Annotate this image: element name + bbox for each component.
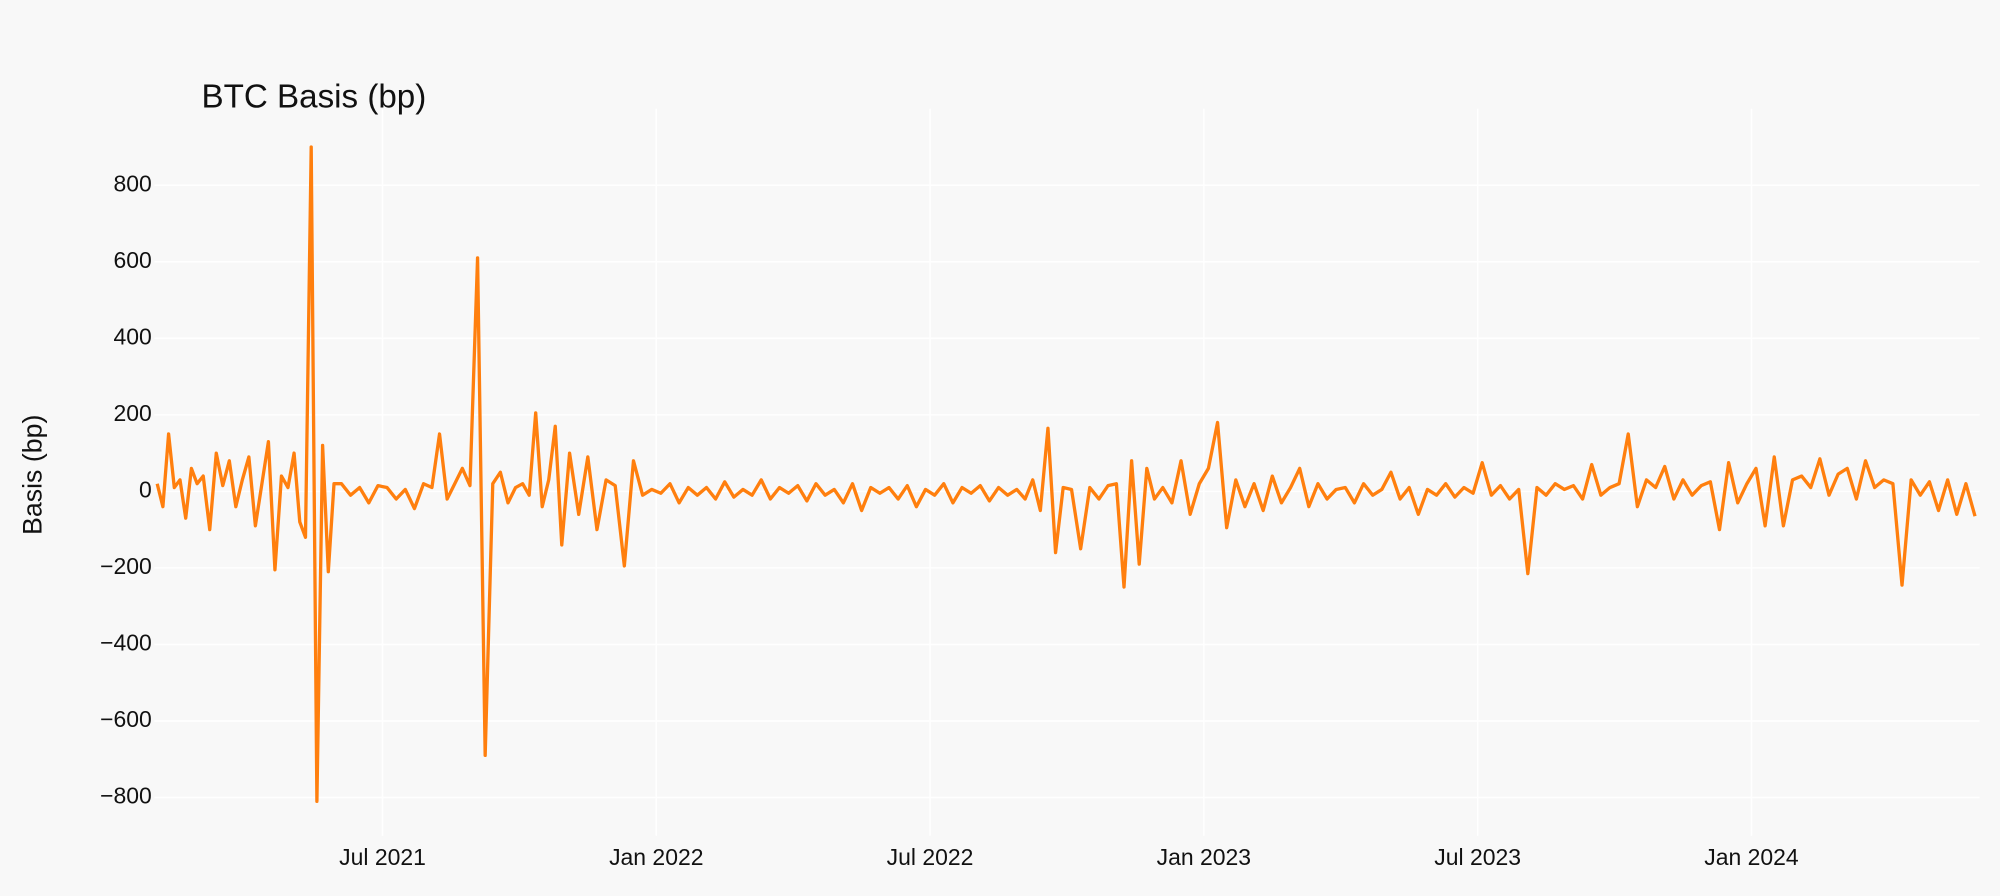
- x-tick-label: Jan 2023: [1157, 844, 1251, 870]
- axes: −800 −600 −400 −200 0 200 400 600 800 Jul 2021 Jan…: [100, 170, 1799, 869]
- y-tick-label: 0: [139, 476, 152, 502]
- y-tick-label: −800: [100, 783, 152, 809]
- y-tick-label: 400: [114, 323, 152, 349]
- y-tick-label: −600: [100, 706, 152, 732]
- y-tick-label: 600: [114, 247, 152, 273]
- y-tick-label: 200: [114, 400, 152, 426]
- y-tick-label: −200: [100, 553, 152, 579]
- x-tick-label: Jul 2023: [1434, 844, 1521, 870]
- y-axis-label: Basis (bp): [18, 415, 48, 535]
- x-tick-label: Jul 2021: [339, 844, 426, 870]
- x-tick-label: Jan 2022: [609, 844, 703, 870]
- x-tick-label: Jul 2022: [887, 844, 974, 870]
- y-tick-label: 800: [114, 170, 152, 196]
- y-tick-label: −400: [100, 629, 152, 655]
- plot-area: [155, 145, 1977, 803]
- data-line: [155, 145, 1977, 803]
- x-tick-label: Jan 2024: [1704, 844, 1799, 870]
- chart-title: BTC Basis (bp): [202, 78, 427, 115]
